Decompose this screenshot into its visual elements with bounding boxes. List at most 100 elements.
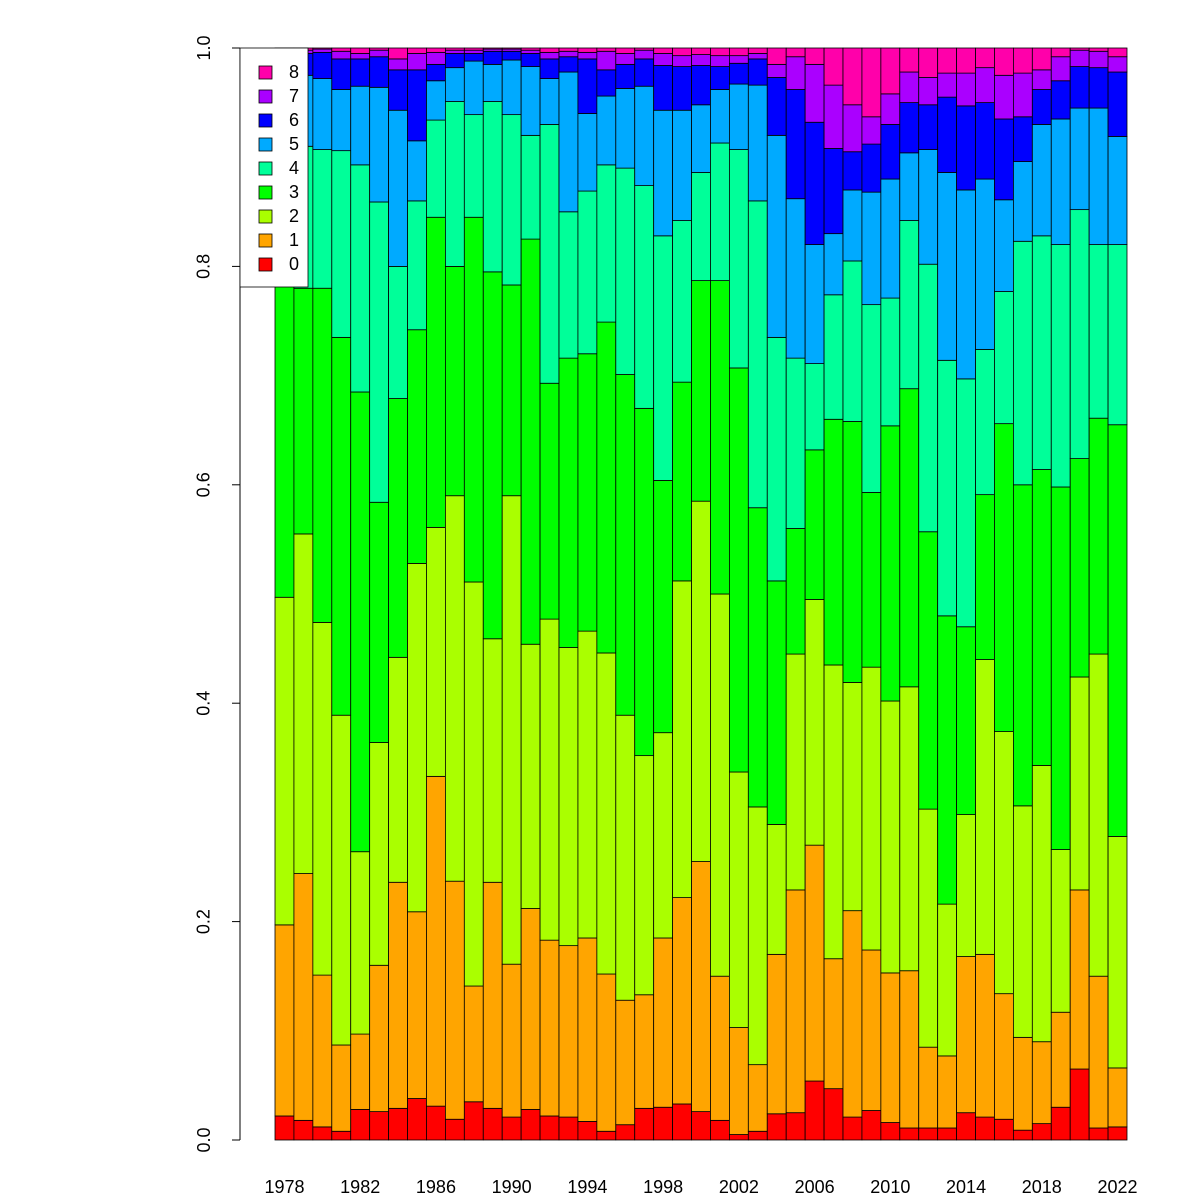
bar-segment <box>1013 240 1033 486</box>
bar-segment <box>785 889 806 1114</box>
bar-segment <box>937 96 958 173</box>
bar-segment <box>312 974 333 1128</box>
bar-segment <box>918 1046 939 1129</box>
bar-segment <box>331 336 352 716</box>
bar-segment <box>482 63 503 102</box>
legend-label: 1 <box>289 230 299 250</box>
bar-segment <box>615 999 636 1126</box>
bar-segment <box>729 1134 749 1141</box>
bar-segment <box>388 881 408 1109</box>
bar-segment <box>577 630 598 939</box>
bar-segment <box>729 55 749 64</box>
bar-segment <box>293 287 314 535</box>
bar-segment <box>804 449 825 600</box>
bar-segment <box>520 134 541 240</box>
bar-segment <box>615 1124 636 1141</box>
bar-segment <box>1031 89 1052 125</box>
bar-segment <box>956 1112 976 1141</box>
bar-segment <box>861 949 882 1111</box>
bar-segment <box>842 47 863 106</box>
bar-segment <box>956 47 976 74</box>
bar-segment <box>880 425 901 702</box>
bar-segment <box>444 265 465 497</box>
bar-segment <box>691 861 711 1113</box>
bar-segment <box>501 495 522 965</box>
bar-segment <box>615 167 636 375</box>
bar-segment <box>312 149 333 289</box>
bar-segment <box>956 956 976 1114</box>
bar-segment <box>842 910 863 1118</box>
bar-segment <box>710 47 730 57</box>
bar-segment <box>861 116 882 145</box>
bar-segment <box>747 53 768 60</box>
bar-segment <box>937 903 958 1057</box>
bar-segment <box>1107 47 1128 58</box>
bar-segment <box>596 164 617 323</box>
bar-segment <box>747 200 768 509</box>
bar-segment <box>1107 244 1128 426</box>
bar-segment <box>501 284 522 497</box>
y-tick-label: 0.4 <box>194 691 214 716</box>
bar-segment <box>653 65 674 111</box>
bar-segment <box>861 666 882 951</box>
bar-segment <box>994 731 1014 995</box>
bar-segment <box>1050 1106 1071 1141</box>
bar-segment <box>747 507 768 808</box>
bar-segment <box>312 51 333 79</box>
bar-segment <box>956 189 976 380</box>
bar-segment <box>691 54 711 66</box>
bar-segment <box>407 140 427 202</box>
bar-segment <box>880 972 901 1123</box>
bar-segment <box>558 71 579 213</box>
bar-segment <box>804 244 825 364</box>
bar-segment <box>1050 56 1071 82</box>
bar-segment <box>880 93 901 125</box>
bar-segment <box>577 113 598 192</box>
bar-segment <box>444 101 465 267</box>
bar-segment <box>899 102 920 154</box>
bar-segment <box>426 119 446 218</box>
bar-segment <box>672 580 692 898</box>
bar-segment <box>672 66 692 111</box>
bar-segment <box>1031 1041 1052 1125</box>
bar-segment <box>691 47 711 55</box>
bar-segment <box>634 47 655 51</box>
bar-segment <box>369 47 389 51</box>
legend-swatch <box>258 161 273 176</box>
bar-segment <box>407 911 427 1099</box>
bar-segment <box>899 152 920 221</box>
bar-segment <box>577 51 598 60</box>
bar-segment <box>1031 235 1052 470</box>
bar-segment <box>369 501 389 743</box>
bar-segment <box>539 618 560 941</box>
bar-segment <box>463 1101 484 1141</box>
bar-segment <box>520 1109 541 1141</box>
bar-segment <box>1088 975 1109 1129</box>
bar-segment <box>463 47 484 51</box>
bar-segment <box>463 216 484 583</box>
bar-segment <box>956 72 976 107</box>
bar-segment <box>482 271 503 640</box>
bar-segment <box>558 47 579 52</box>
bar-segment <box>426 216 446 528</box>
bar-segment <box>653 53 674 66</box>
bar-segment <box>1069 107 1090 211</box>
bar-segment <box>331 150 352 338</box>
bar-segment <box>634 1107 655 1141</box>
bar-segment <box>1069 889 1090 1070</box>
bar-segment <box>766 1113 787 1141</box>
bar-segment <box>1107 136 1128 245</box>
bar-segment <box>766 336 787 582</box>
bar-segment <box>615 714 636 1001</box>
x-tick-label: 1982 <box>340 1177 380 1197</box>
legend-swatch <box>258 209 273 224</box>
bar-segment <box>672 897 692 1105</box>
bar-segment <box>634 185 655 409</box>
bar-segment <box>1050 486 1071 850</box>
bar-segment <box>388 1107 408 1141</box>
bar-segment <box>634 85 655 186</box>
bar-segment <box>729 367 749 773</box>
bar-segment <box>634 49 655 60</box>
bar-segment <box>804 47 825 65</box>
bar-segment <box>804 599 825 846</box>
